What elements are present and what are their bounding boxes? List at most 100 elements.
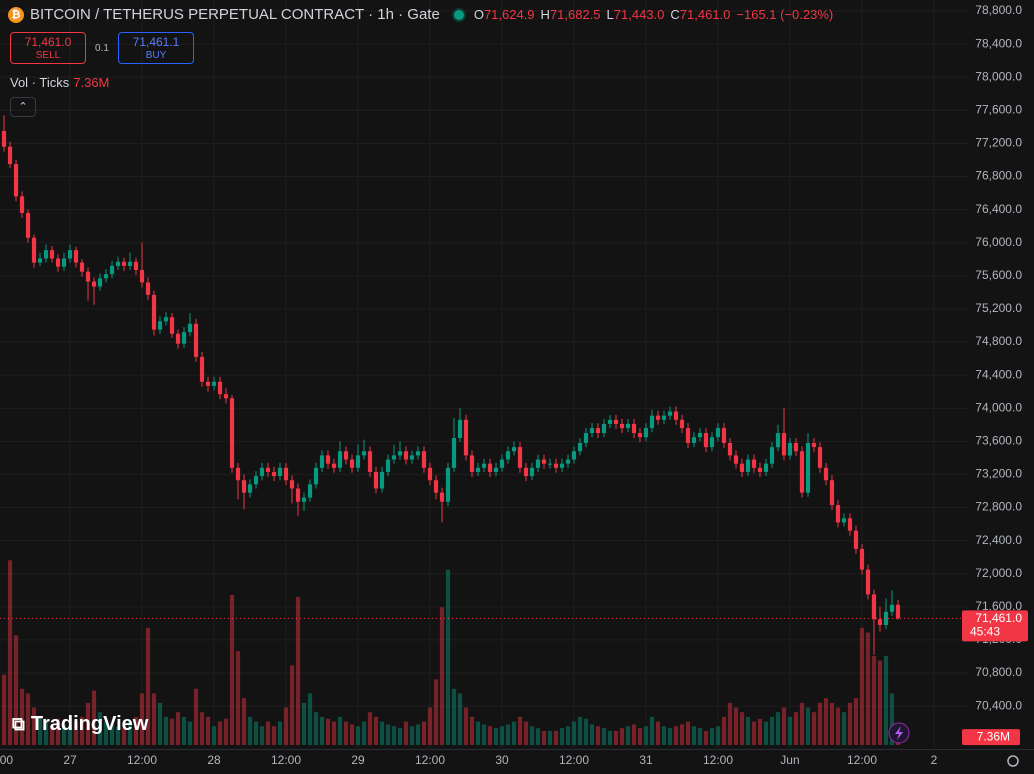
volume-bar (793, 712, 799, 745)
volume-bar (553, 730, 559, 745)
volume-bar (787, 716, 793, 745)
volume-bar (265, 721, 271, 745)
volume-bar (217, 721, 223, 745)
candle-body (277, 467, 283, 477)
volume-bar (439, 607, 445, 745)
candle-body (337, 451, 343, 468)
candle-body (517, 447, 523, 468)
candle-body (1, 130, 7, 147)
candle-body (439, 492, 445, 502)
candle-body (853, 530, 859, 549)
volume-bar (349, 724, 355, 745)
candle-body (595, 428, 601, 434)
volume-bar (853, 698, 859, 745)
volume-bar (565, 726, 571, 745)
volume-bar (649, 716, 655, 745)
candle-body (181, 332, 187, 344)
candle-body (739, 463, 745, 472)
candle-body (631, 423, 637, 434)
candle-body (577, 442, 583, 452)
volume-bar (187, 721, 193, 745)
candle-body (733, 455, 739, 464)
candle-body (109, 265, 115, 275)
candle-body (265, 467, 271, 472)
volume-bar (673, 726, 679, 745)
y-tick-label: 78,800.0 (975, 3, 1022, 17)
volume-bar (7, 560, 13, 745)
candle-body (43, 250, 49, 259)
candle-body (715, 428, 721, 438)
volume-bar (721, 716, 727, 745)
candle-body (607, 419, 613, 424)
symbol-title[interactable]: BITCOIN / TETHERUS PERPETUAL CONTRACT · … (30, 6, 440, 23)
volume-bar (697, 728, 703, 745)
settings-icon[interactable] (1007, 755, 1019, 767)
candle-body (721, 428, 727, 443)
volume-bar (757, 718, 763, 745)
candle-body (343, 451, 349, 460)
candle-body (499, 459, 505, 468)
volume-bar (655, 721, 661, 745)
volume-bar (289, 665, 295, 745)
candle-body (145, 282, 151, 295)
candle-body (85, 271, 91, 282)
volume-bar (175, 712, 181, 745)
x-tick-label: 2 (931, 753, 938, 767)
y-tick-label: 74,400.0 (975, 367, 1022, 381)
candle-body (673, 411, 679, 420)
candle-body (889, 604, 895, 612)
collapse-button[interactable]: ⌃ (10, 97, 36, 117)
volume-bar (865, 632, 871, 745)
ohlc-value: 71,461.0 (679, 7, 731, 22)
candle-body (511, 447, 517, 452)
volume-bar (769, 716, 775, 745)
volume-bar (487, 726, 493, 745)
volume-bar (643, 726, 649, 745)
y-tick-label: 76,000.0 (975, 235, 1022, 249)
volume-bar (163, 716, 169, 745)
y-tick-label: 72,400.0 (975, 533, 1022, 547)
volume-bar (193, 688, 199, 745)
candle-body (805, 442, 811, 493)
buy-label: BUY (145, 50, 167, 61)
volume-bar (637, 728, 643, 745)
volume-bar (661, 726, 667, 745)
candle-body (259, 467, 265, 477)
candle-body (811, 442, 817, 448)
x-tick-label: 12:00 (0, 753, 13, 767)
volume-bar (103, 721, 109, 745)
candle-body (895, 604, 901, 619)
x-tick-label: 12:00 (559, 753, 589, 767)
y-tick-label: 73,200.0 (975, 467, 1022, 481)
volume-bar (85, 702, 91, 745)
candle-body (445, 467, 451, 502)
candle-body (883, 611, 889, 626)
candle-body (13, 164, 19, 197)
volume-bar (55, 718, 61, 745)
candle-body (151, 294, 157, 330)
volume-bar (889, 693, 895, 745)
candle-body (601, 423, 607, 434)
candle-body (487, 463, 493, 472)
candle-body (361, 451, 367, 456)
candle-body (751, 459, 757, 468)
x-tick-label: 30 (495, 753, 509, 767)
candle-body (643, 428, 649, 438)
volume-bar (847, 702, 853, 745)
candle-body (613, 419, 619, 424)
ohlc-value: 71,443.0 (613, 7, 665, 22)
volume-bar (337, 716, 343, 745)
candle-body (325, 455, 331, 464)
candle-body (301, 497, 307, 502)
x-tick-label: 12:00 (703, 753, 733, 767)
volume-bar (283, 707, 289, 745)
volume-bar (613, 730, 619, 745)
candle-body (199, 356, 205, 382)
volume-bar (157, 702, 163, 745)
candle-body (823, 467, 829, 481)
y-tick-label: 73,600.0 (975, 433, 1022, 447)
sell-button[interactable]: 71,461.0 SELL (10, 32, 86, 64)
volume-bar (235, 651, 241, 745)
volume-legend: Vol · Ticks 7.36M (10, 75, 109, 90)
buy-button[interactable]: 71,461.1 BUY (118, 32, 194, 64)
